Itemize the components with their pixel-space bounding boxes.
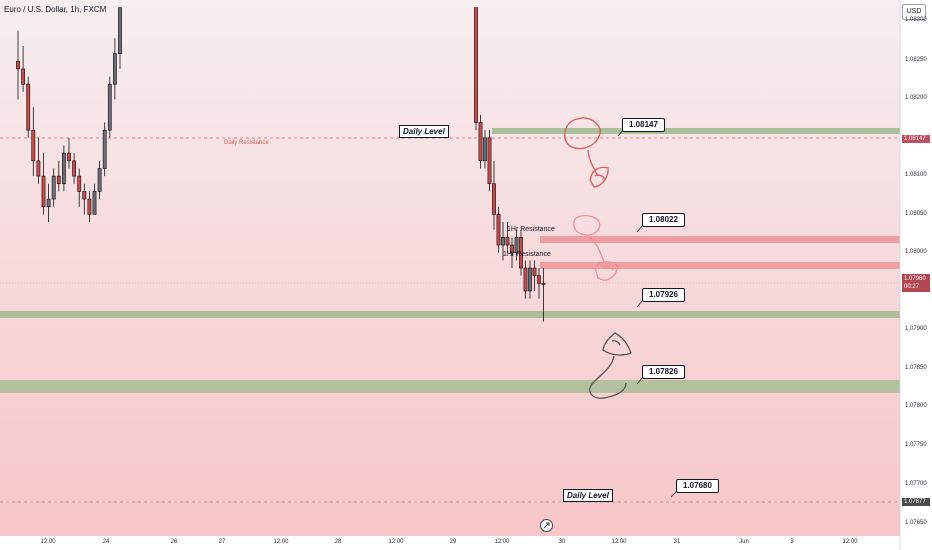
green-zone-mid[interactable] [0,311,900,318]
red-zone-lower[interactable] [540,262,900,269]
candle-body[interactable] [113,53,117,85]
candle-body[interactable] [102,129,107,169]
candle-body[interactable] [67,152,71,162]
red-zone-upper[interactable] [540,236,900,243]
candle-body[interactable] [77,175,82,192]
candle-body[interactable] [31,129,36,162]
candle-body[interactable] [72,160,77,177]
candle-body[interactable] [478,122,483,162]
candle-body[interactable] [514,237,519,253]
candle-body[interactable] [505,237,510,246]
candle-body[interactable] [107,83,112,131]
candle-body[interactable] [523,267,528,292]
scroll-arrow-icon[interactable] [540,519,553,532]
candle-body[interactable] [118,7,122,54]
time-axis-background [0,536,900,550]
candle-body[interactable] [26,83,31,131]
price-callout-1[interactable]: 1.08147 [622,118,665,132]
price-callout-3[interactable]: 1.07926 [642,288,685,302]
candle-body[interactable] [532,267,537,276]
price-callout-4[interactable]: 1.07826 [642,365,685,379]
candle-body[interactable] [541,283,546,285]
red-freehand-icon[interactable] [564,117,609,188]
candle-body[interactable] [16,60,20,70]
candle-body[interactable] [82,191,87,200]
currency-button[interactable]: USD [902,4,926,20]
daily-level-top-label[interactable]: Daily Level [399,125,449,138]
candle-body[interactable] [487,137,492,185]
candle-body[interactable] [87,198,92,215]
candle-body[interactable] [36,160,41,177]
candle-body[interactable] [492,183,496,215]
candle-body[interactable] [510,244,514,253]
candle-body[interactable] [528,267,532,292]
candle-body[interactable] [501,237,505,246]
candle-body[interactable] [21,68,26,85]
grey-freehand-icon[interactable] [589,332,632,399]
green-zone-lower[interactable] [0,380,900,393]
candle-body[interactable] [97,168,102,192]
pink-freehand-icon[interactable] [573,215,619,281]
price-callout-2[interactable]: 1.08022 [642,213,685,227]
green-zone-upper[interactable] [492,128,900,134]
candle-body[interactable] [496,214,501,246]
candle-body[interactable] [519,237,523,269]
candle-body[interactable] [41,175,46,208]
candle-body[interactable] [474,7,478,123]
candles-group [16,7,546,322]
candle-body[interactable] [61,152,66,185]
daily-level-bottom-label[interactable]: Daily Level [563,489,613,502]
candle-body[interactable] [46,198,51,208]
candle-body[interactable] [56,175,61,185]
candle-body[interactable] [51,175,56,200]
candle-body[interactable] [537,275,541,284]
price-callout-5[interactable]: 1.07680 [676,479,719,493]
candle-body[interactable] [483,137,487,162]
candle-body[interactable] [92,191,97,215]
price-axis-background [900,0,932,550]
